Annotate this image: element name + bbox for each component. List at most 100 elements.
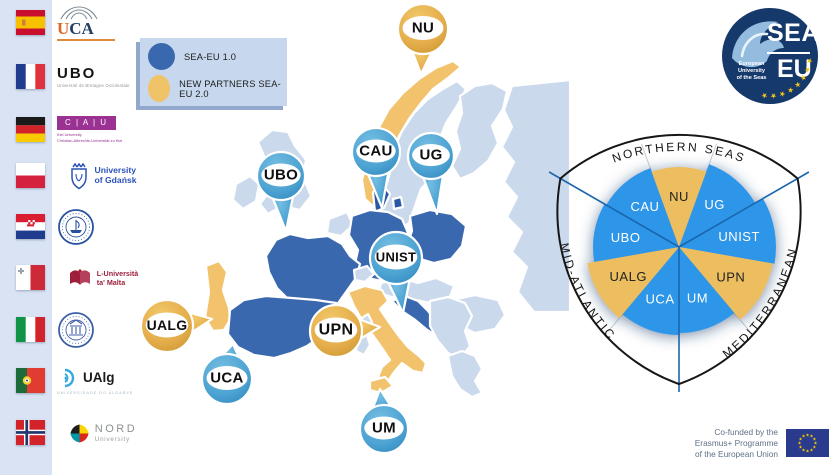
logo-tagline-2: University <box>737 67 766 74</box>
legend-dot-blue <box>148 43 175 70</box>
nord-subtitle: University <box>94 435 130 443</box>
eu-flag-star-icon: ★ <box>799 437 804 442</box>
country-poland <box>405 208 468 265</box>
slice-label-upn: UPN <box>716 269 745 284</box>
flag-croatia <box>16 214 45 239</box>
gdansk-name-2: of Gdańsk <box>94 175 137 185</box>
region-label-northern-seas: NORTHERN SEAS <box>610 140 748 166</box>
logo-star-icon: ★ <box>769 91 777 101</box>
eu-flag-star-icon: ★ <box>805 433 810 438</box>
slice-um <box>679 247 735 333</box>
country-ireland <box>231 174 261 211</box>
logo-ubo: UBO Université de Bretagne Occidentale <box>57 53 149 101</box>
eu-flag-star-icon: ★ <box>805 449 810 454</box>
country-united-kingdom <box>256 128 313 216</box>
cau-subtitle-1: Kiel University <box>57 132 82 138</box>
island-sardinia <box>354 330 372 357</box>
logo-star-icon: ★ <box>760 91 768 101</box>
diagram-slice-labels: CAU NU UG UNIST UPN UM UCA UALG UBO <box>610 189 760 306</box>
slice-nu <box>651 166 707 247</box>
malta-name-2: ta' Malta <box>96 278 126 287</box>
logo-nord-university: NORD University <box>57 409 149 457</box>
malta-name-1: L-Università <box>96 269 139 278</box>
legend-item-new-partners: NEW PARTNERS SEA-EU 2.0 <box>148 75 287 102</box>
funding-line-2: Erasmus+ Programme <box>694 437 778 448</box>
basin-divider-northwest <box>548 171 680 248</box>
eu-flag-star-icon: ★ <box>809 448 814 453</box>
logo-star-icon: ★ <box>798 73 809 84</box>
logo-stars-arc: ★★★★★★★★ <box>760 57 814 101</box>
logo-uca: UCA <box>57 0 149 47</box>
eu-flag-star-icon: ★ <box>797 441 802 446</box>
cau-wordmark: C | A | U <box>57 116 116 131</box>
slice-label-unist: UNIST <box>718 229 760 244</box>
flag-malta <box>16 265 45 290</box>
uca-bird-emblem <box>60 6 98 20</box>
slice-uca <box>622 247 679 335</box>
logo-star-icon: ★ <box>785 85 796 96</box>
flag-poland <box>16 163 45 188</box>
eu-flag-star-icon: ★ <box>812 437 817 442</box>
basin-divider-northeast <box>678 171 810 248</box>
slice-ug <box>679 164 756 247</box>
gdansk-name-1: University <box>94 165 137 176</box>
slice-label-cau: CAU <box>631 199 660 214</box>
logo-university-of-malta: L-Università ta' Malta <box>57 254 149 302</box>
ualg-wordmark: UAlg <box>83 370 115 386</box>
split-seal-icon <box>58 209 94 245</box>
nord-leaf-icon <box>70 424 89 442</box>
slice-upn <box>679 247 773 320</box>
slice-ualg <box>587 247 679 319</box>
country-italy <box>346 284 428 383</box>
country-portugal <box>203 259 232 333</box>
eu-flag-star-icon: ★ <box>801 434 806 439</box>
country-eastern-europe <box>500 78 570 314</box>
country-spain <box>226 294 344 360</box>
legend: SEA-EU 1.0 NEW PARTNERS SEA-EU 2.0 <box>140 38 287 106</box>
nord-wordmark: NORD <box>94 422 138 435</box>
funding-line-3: of the European Union <box>694 448 778 459</box>
eu-flag-star-icon: ★ <box>812 445 817 450</box>
eu-flag-icon: ★ ★★★★★★★★★★★ <box>786 429 829 458</box>
country-finland <box>450 81 509 181</box>
sea-eu-logo: SEA EU European University of the Seas ★… <box>722 8 820 104</box>
sea-basin-diagram: CAU NU UG UNIST UPN UM UCA UALG UBO NORTHERN SEA… <box>548 133 810 392</box>
wave-icon <box>732 21 784 68</box>
flag-germany <box>16 117 45 142</box>
flag-portugal <box>16 368 45 393</box>
diagram-slices <box>587 164 776 335</box>
country-denmark-island <box>391 195 405 211</box>
logo-ualg: UAlg UNIVERSIDADE DO ALGARVE <box>57 357 149 405</box>
eu-flag-star-icon: ★ <box>799 445 804 450</box>
uca-wordmark: UCA <box>57 19 94 38</box>
logo-sea-text: SEA <box>767 19 820 47</box>
legend-dot-yellow <box>148 75 171 102</box>
logo-eu-text: EU <box>777 55 812 83</box>
ring-arc-east <box>678 177 802 385</box>
ring-arc-west <box>556 177 680 385</box>
eu-flag-star-icon: ★ <box>801 448 806 453</box>
logo-star-icon: ★ <box>792 79 803 90</box>
logo-star-icon: ★ <box>778 89 787 100</box>
flag-italy <box>16 317 45 342</box>
logo-university-of-gdansk: University of Gdańsk <box>57 152 149 200</box>
slice-ubo <box>592 204 679 262</box>
slice-label-ubo: UBO <box>611 230 641 245</box>
legend-label: NEW PARTNERS SEA-EU 2.0 <box>179 78 281 99</box>
slice-label-um: UM <box>687 290 708 305</box>
funding-line-1: Co-funded by the <box>714 427 778 437</box>
funding-block: Co-funded by the Erasmus+ Programme of t… <box>684 427 829 459</box>
logo-star-icon: ★ <box>802 65 813 75</box>
ubo-wordmark: UBO <box>57 65 97 82</box>
legend-item-sea-eu-10: SEA-EU 1.0 <box>148 43 236 70</box>
logo-tagline-1: European <box>738 61 765 67</box>
ualg-waves-icon <box>64 368 75 388</box>
flag-norway <box>16 420 45 445</box>
slice-label-nu: NU <box>669 189 689 204</box>
logo-university-of-split-seal <box>57 203 149 251</box>
slice-unist <box>679 198 776 264</box>
eu-flag-star-icon: ★ <box>813 441 818 446</box>
flag-spain <box>16 10 45 35</box>
logo-cau: C | A | U Kiel University Christian-Albr… <box>57 106 149 154</box>
ualg-subtitle: UNIVERSIDADE DO ALGARVE <box>57 391 134 395</box>
